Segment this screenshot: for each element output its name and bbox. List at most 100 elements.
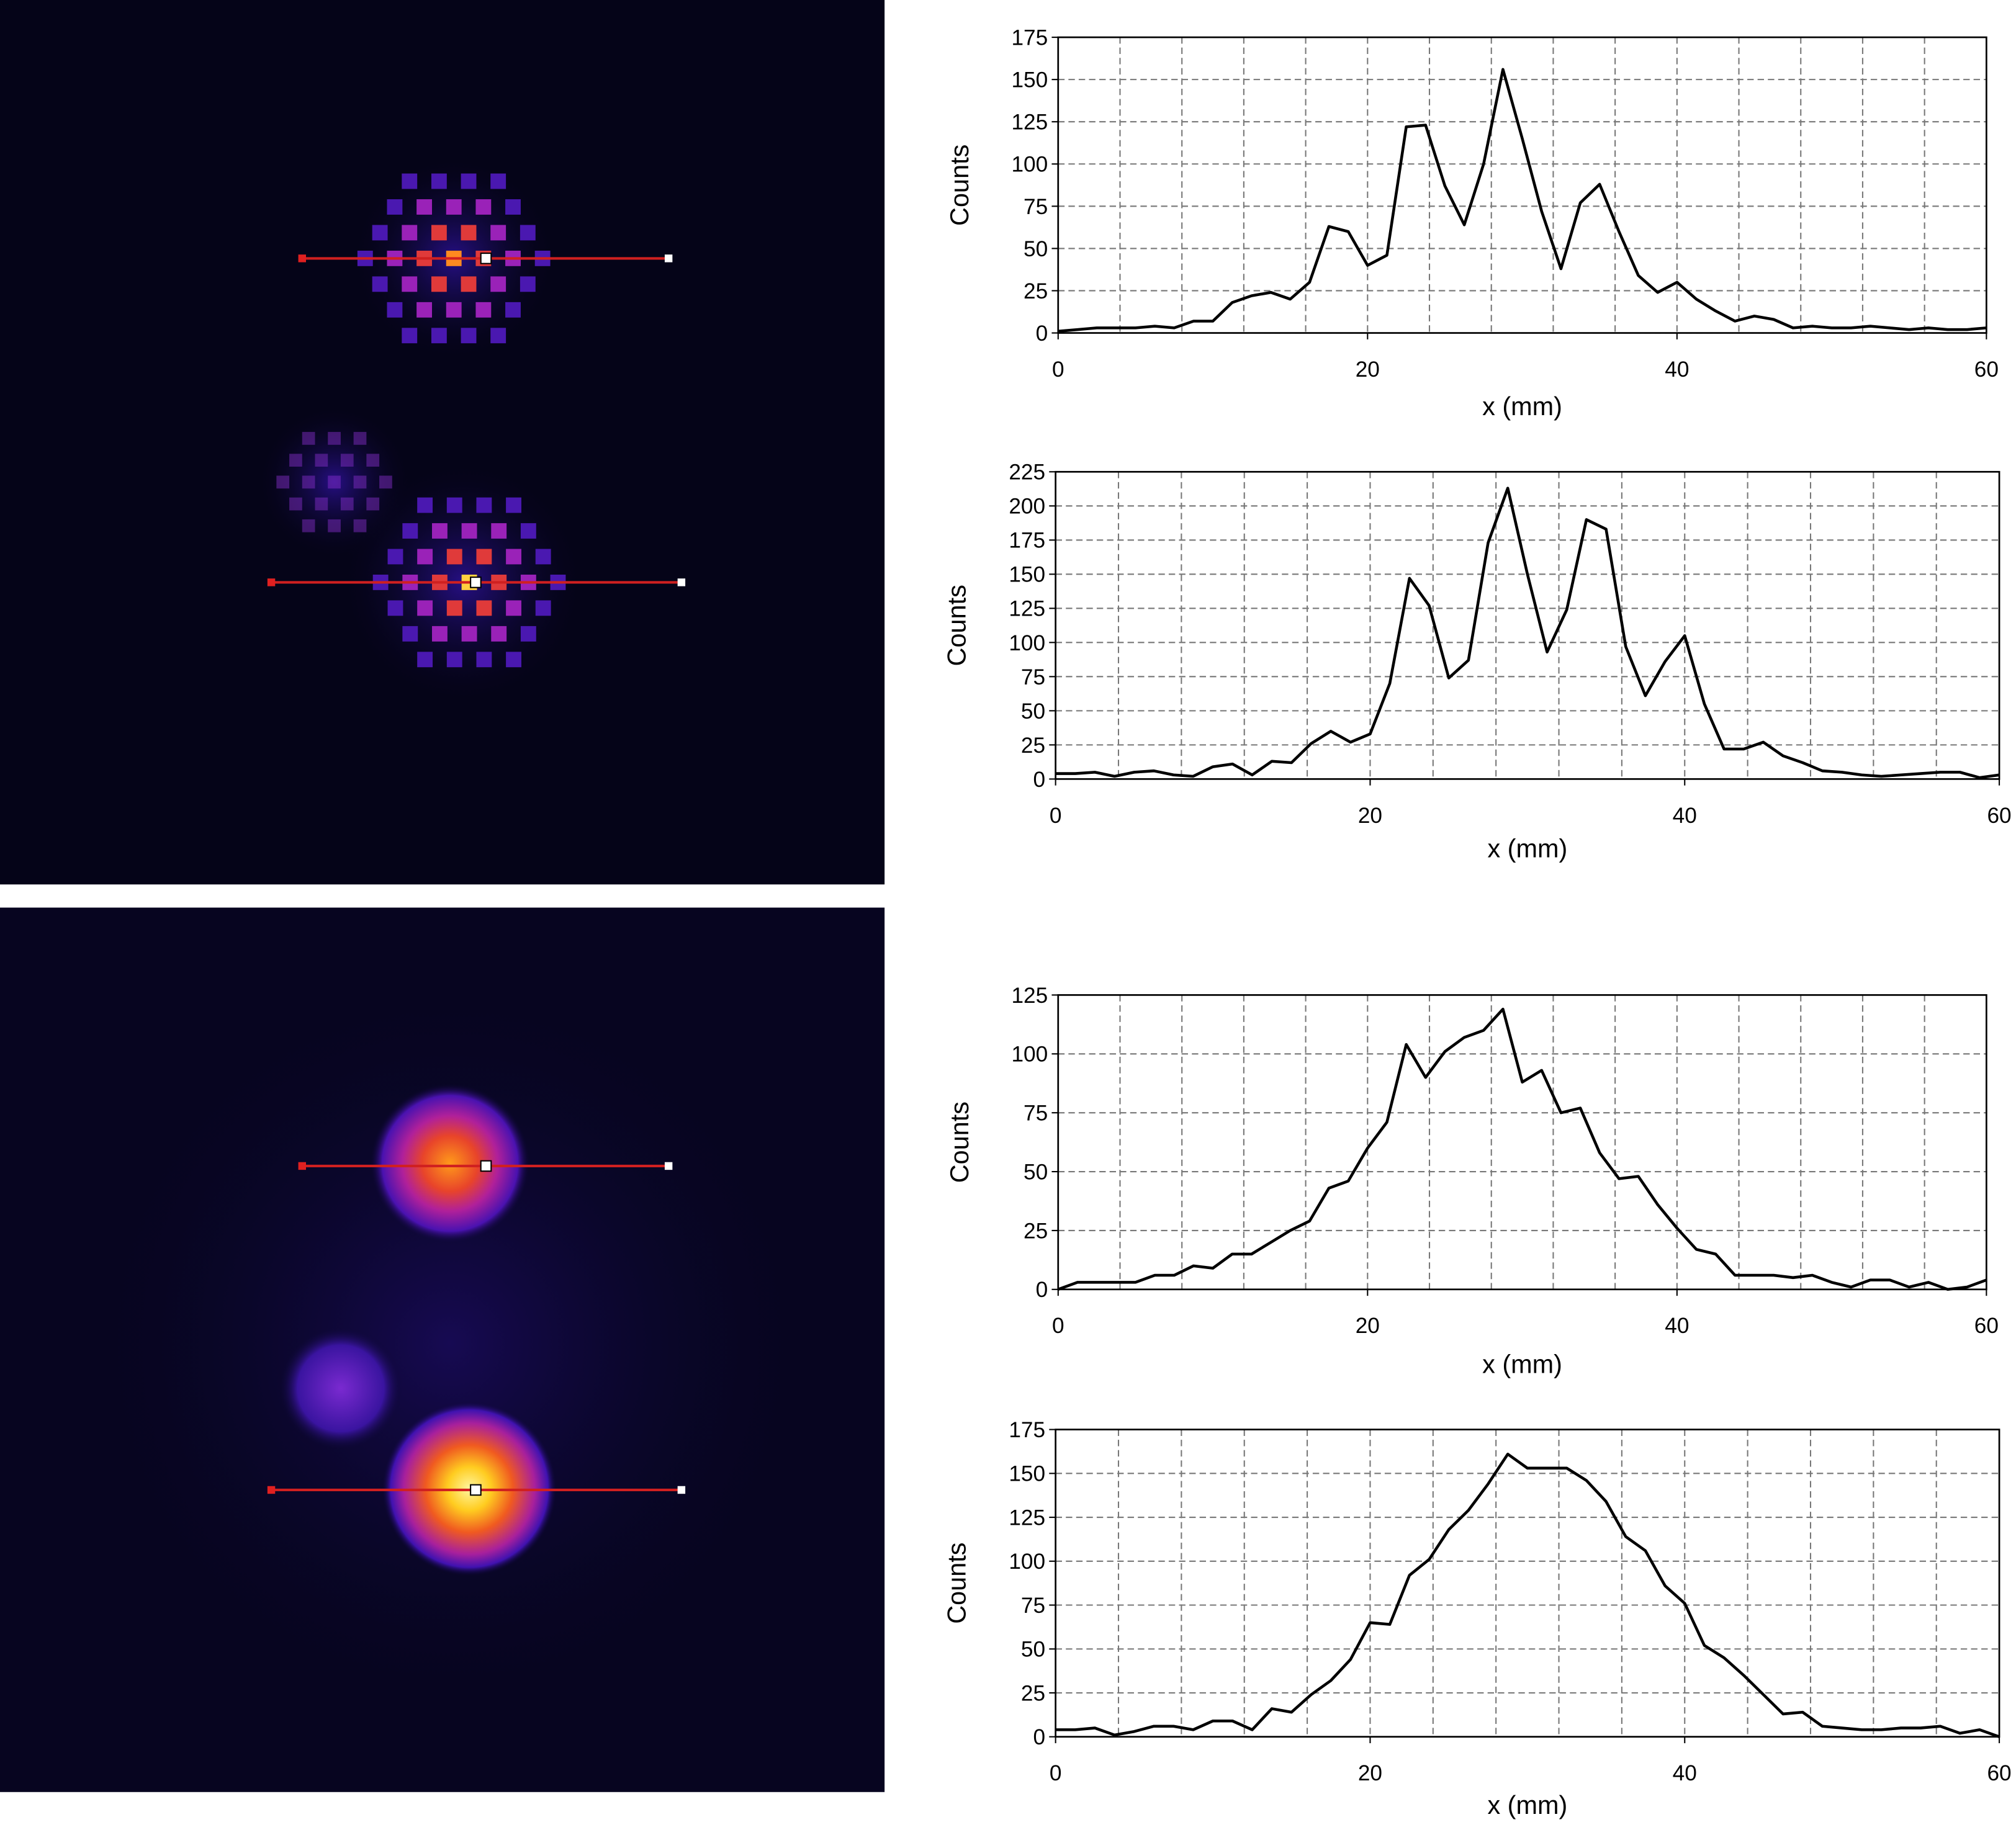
plot-frame (1057, 994, 1987, 1291)
line-chart: 0 25 50 75 100 125 150 175 0 20 40 60 x (mm) Counts (945, 26, 1999, 421)
handle (298, 1162, 306, 1170)
dot (506, 600, 521, 616)
y-tick-label: 0 (1033, 768, 1045, 792)
x-axis-title: x (mm) (1487, 834, 1567, 863)
dot (431, 328, 447, 344)
dot (431, 225, 447, 241)
dot (417, 549, 433, 565)
handle (480, 253, 492, 264)
handle (267, 1486, 276, 1494)
y-tick-label: 0 (1036, 321, 1048, 346)
y-tick-label: 75 (1024, 195, 1048, 219)
dot (416, 302, 432, 318)
handle (664, 254, 673, 262)
dot (446, 497, 462, 513)
dot (387, 199, 403, 215)
dot (366, 497, 380, 511)
y-tick-label: 175 (1009, 1418, 1045, 1442)
dot (535, 549, 551, 565)
y-tick-label: 150 (1011, 68, 1048, 92)
dot (402, 225, 418, 241)
y-tick-label: 100 (1009, 1550, 1045, 1574)
line-chart: 0 25 50 75 100 125 150 175 200 225 0 20 40 60 x (mm) Co… (942, 460, 2012, 863)
data-line (1055, 487, 2000, 779)
y-tick-label: 125 (1009, 597, 1045, 621)
spot (370, 1084, 530, 1244)
y-tick-label: 25 (1021, 1681, 1045, 1705)
dot (475, 302, 492, 318)
line-chart: 0 25 50 75 100 125 0 20 40 60 x (mm) Counts (945, 984, 1999, 1379)
dot (446, 600, 462, 616)
dot (475, 199, 492, 215)
dot (461, 225, 477, 241)
dot (379, 475, 392, 489)
dot (387, 549, 403, 565)
charts: 0 25 50 75 100 125 150 175 0 20 40 60 x (mm) Counts 0 2… (942, 26, 2012, 1819)
y-tick-label: 100 (1009, 631, 1045, 655)
handle (677, 1486, 686, 1494)
line-chart: 0 25 50 75 100 125 150 175 0 20 40 60 x (mm) Counts (942, 1418, 2012, 1819)
y-tick-label: 75 (1021, 1594, 1045, 1618)
dot (372, 225, 388, 241)
y-axis-title: Counts (945, 145, 974, 226)
spot (279, 1326, 403, 1450)
y-axis-title: Counts (945, 1101, 974, 1183)
y-tick-label: 0 (1033, 1725, 1045, 1749)
data-line (1055, 1452, 2000, 1738)
data-line (1058, 68, 1987, 333)
dot (315, 497, 328, 511)
dot (446, 302, 462, 318)
y-tick-label: 125 (1011, 110, 1048, 135)
glow (64, 958, 836, 1730)
dot (417, 600, 433, 616)
x-tick-label: 20 (1358, 1761, 1382, 1785)
dot (490, 225, 506, 241)
handle (480, 1160, 492, 1172)
y-axis-title: Counts (942, 1543, 971, 1624)
dot-pattern (276, 173, 566, 668)
dot (446, 652, 462, 668)
y-axis-title: Counts (942, 585, 971, 666)
y-tick-label: 125 (1009, 1505, 1045, 1530)
dot (461, 626, 477, 642)
dot (461, 276, 477, 292)
x-tick-label: 60 (1974, 357, 1999, 382)
x-tick-label: 0 (1052, 1314, 1064, 1338)
y-tick-label: 75 (1021, 665, 1045, 689)
x-tick-label: 0 (1050, 804, 1062, 828)
y-tick-label: 75 (1024, 1101, 1048, 1126)
dot (328, 432, 341, 445)
dot (446, 549, 462, 565)
dot (340, 497, 354, 511)
dot (302, 519, 315, 532)
dot (302, 475, 315, 489)
dot (535, 600, 551, 616)
y-tick-label: 100 (1011, 1043, 1048, 1067)
y-tick-label: 175 (1009, 529, 1045, 553)
x-tick-label: 40 (1665, 1314, 1689, 1338)
dot (353, 475, 367, 489)
y-tick-label: 175 (1011, 26, 1048, 50)
dot (461, 328, 477, 344)
x-axis-title: x (mm) (1482, 1349, 1562, 1378)
dot (402, 276, 418, 292)
y-tick-label: 50 (1021, 1638, 1045, 1662)
x-tick-label: 40 (1673, 804, 1697, 828)
y-tick-label: 100 (1011, 153, 1048, 177)
dot (505, 199, 521, 215)
dot (315, 454, 328, 467)
dot (416, 199, 432, 215)
plot-frame (1057, 36, 1987, 334)
dot (476, 652, 492, 668)
y-tick-label: 25 (1024, 279, 1048, 303)
x-tick-label: 20 (1356, 1314, 1380, 1338)
handle (470, 577, 482, 588)
dot (506, 652, 521, 668)
x-tick-label: 60 (1974, 1314, 1999, 1338)
x-tick-label: 0 (1050, 1761, 1062, 1785)
dot (491, 523, 507, 539)
dot (490, 173, 506, 189)
dot (402, 173, 418, 189)
plot-frame (1055, 1429, 2000, 1738)
